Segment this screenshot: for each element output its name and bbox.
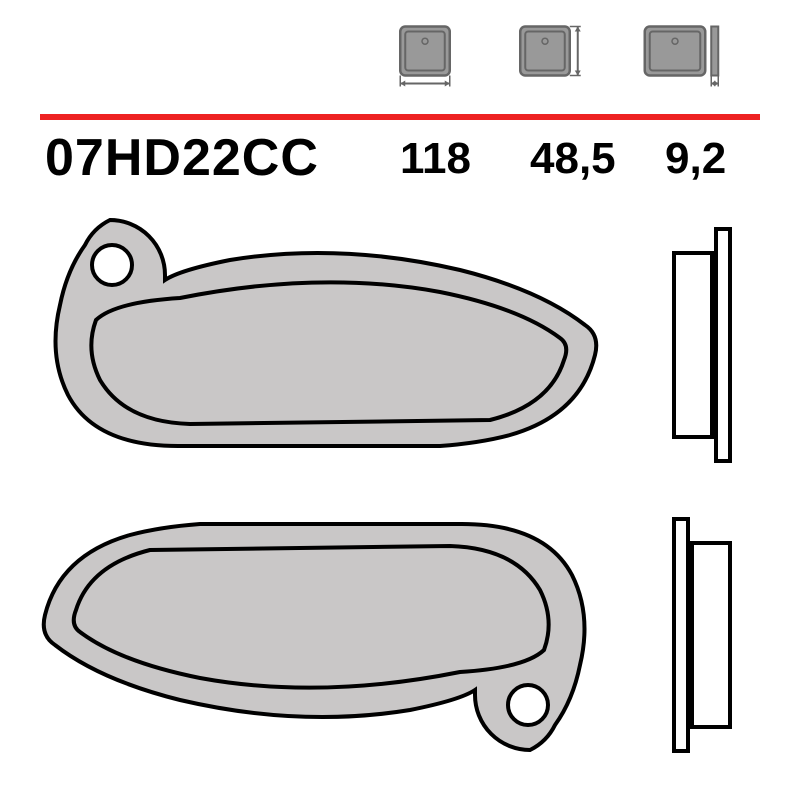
pad-front: [40, 500, 610, 770]
pad-front-icon: [40, 500, 610, 770]
diagram-container: 07HD22CC 118 48,5 9,2: [0, 0, 800, 800]
divider-line: [40, 114, 760, 120]
pad-side: [670, 225, 740, 465]
pad-row-1: [40, 210, 760, 480]
dim-icon-height: [500, 20, 590, 104]
dim-icon-width: [380, 20, 470, 104]
product-code: 07HD22CC: [45, 128, 319, 188]
dimension-height: 48,5: [530, 134, 616, 184]
dimension-thick: 9,2: [665, 134, 726, 184]
pad-row-2: [40, 500, 760, 770]
dimension-width: 118: [400, 134, 471, 184]
pad-front-icon: [40, 210, 610, 480]
dim-icon-thickness: [620, 20, 730, 104]
pad-side: [670, 515, 740, 755]
pad-front: [40, 210, 610, 480]
